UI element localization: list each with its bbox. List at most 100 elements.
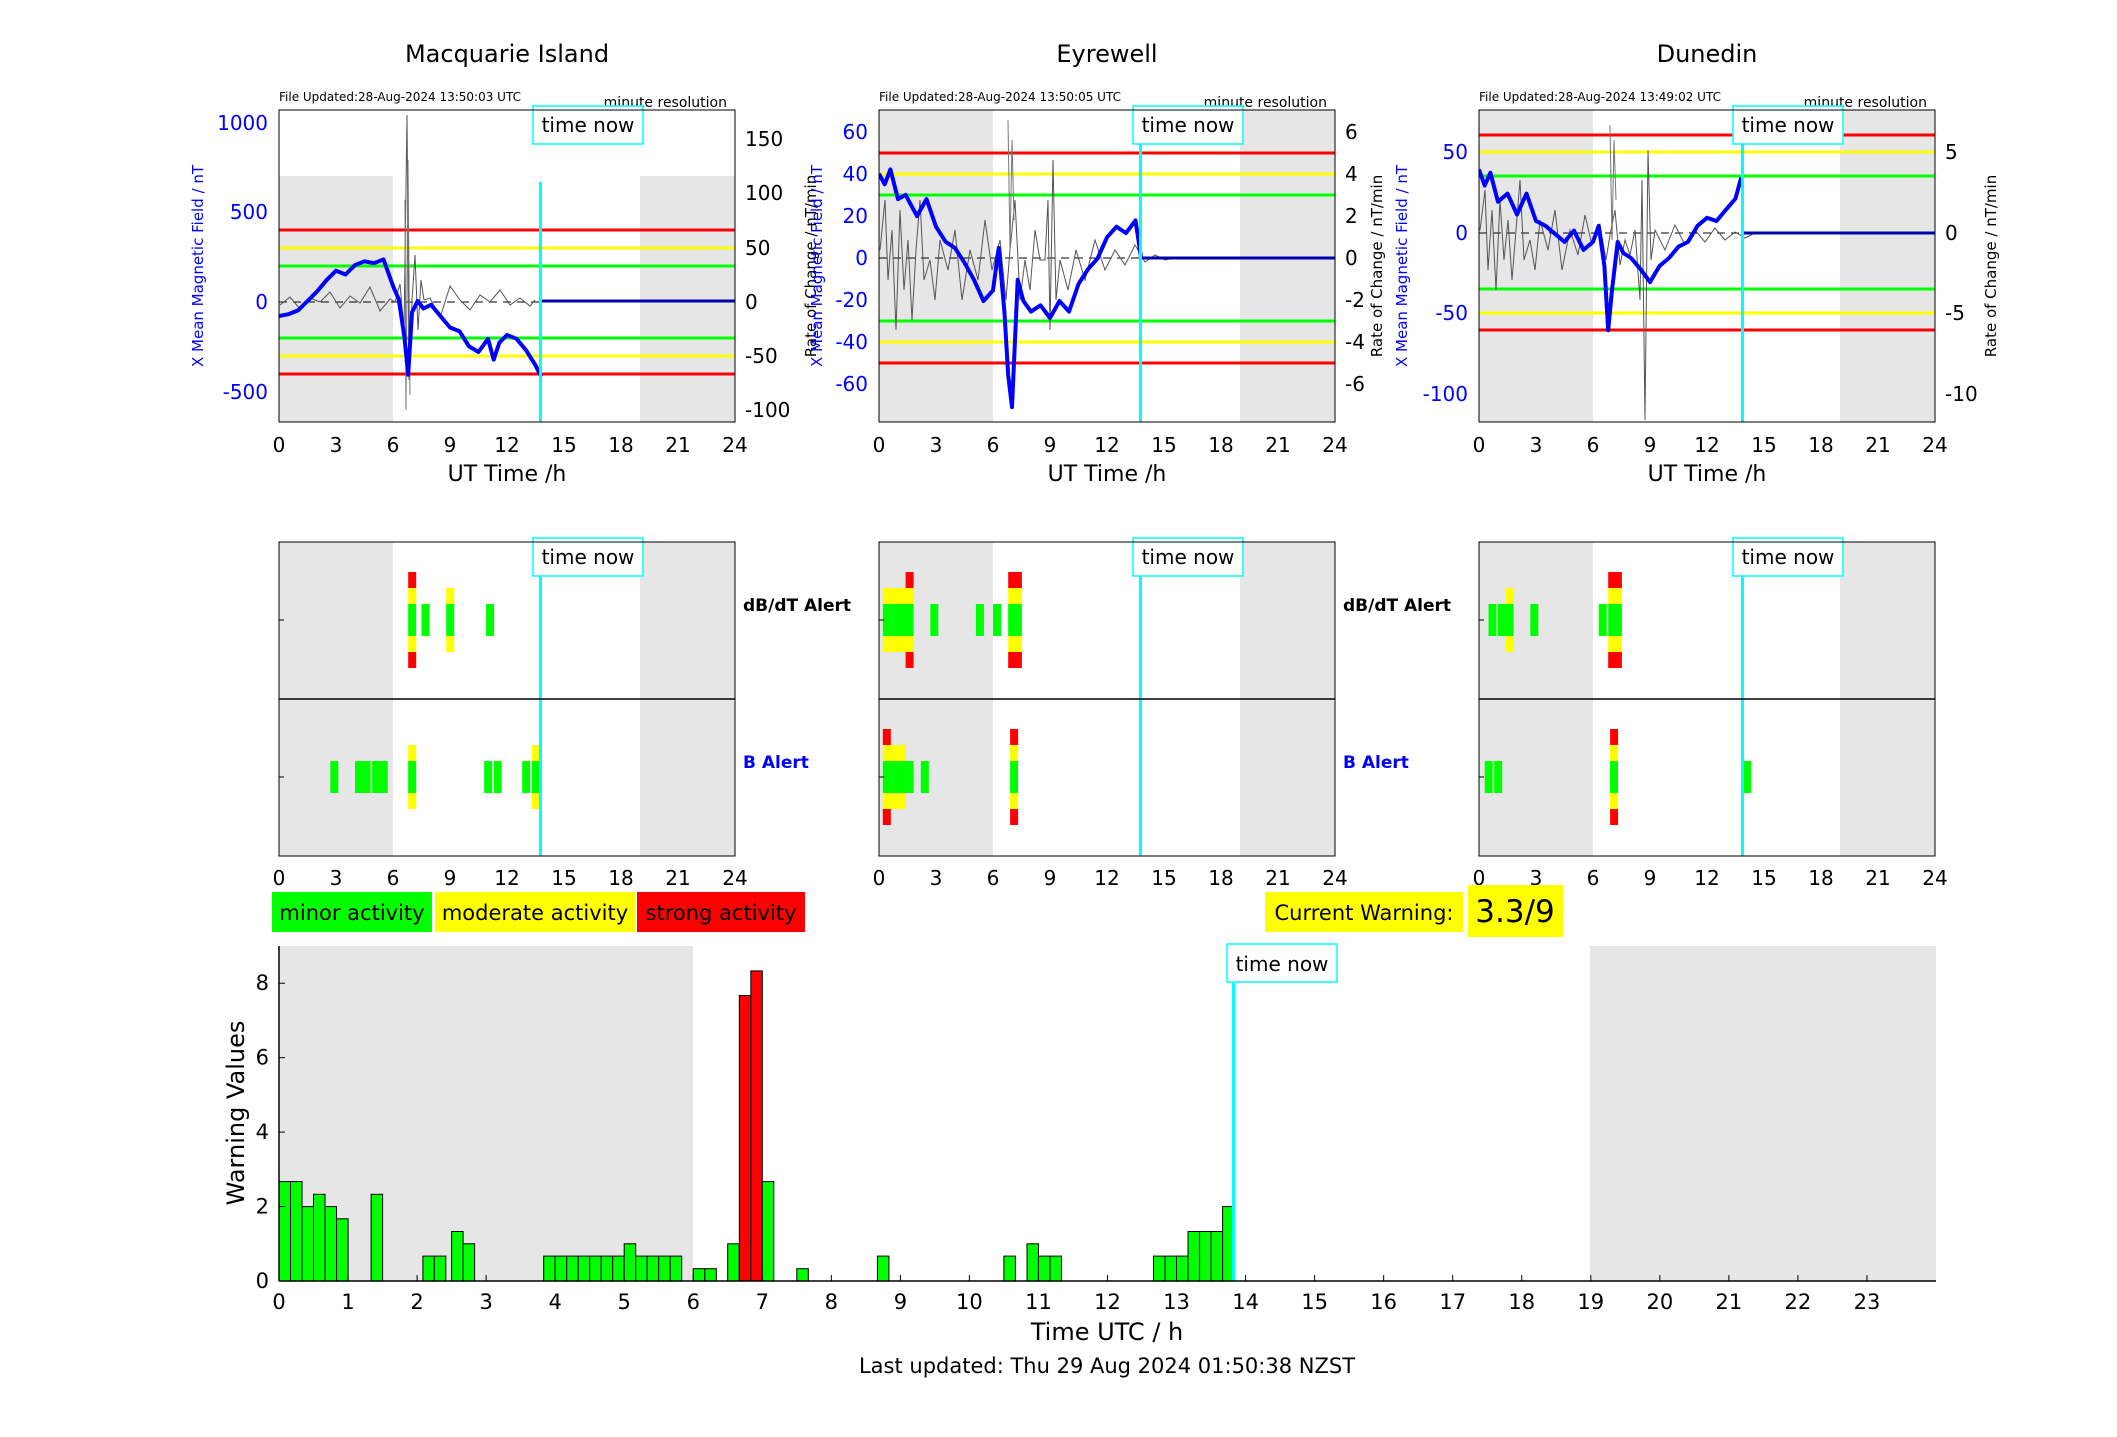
dbdt-alert-bar bbox=[1505, 604, 1514, 636]
dbdt-alert-bar bbox=[408, 636, 417, 652]
x-tick-label: 6 bbox=[987, 433, 1000, 457]
right-tick-label: 0 bbox=[1345, 246, 1358, 270]
dbdt-alert-bar bbox=[1008, 604, 1017, 636]
warning-bar bbox=[704, 1268, 717, 1282]
alert-panel-dunedin: time now 0 3 6 9 12 15 18 21 24 bbox=[1473, 537, 1948, 890]
legend-minor-swatch bbox=[272, 892, 432, 932]
warning-bar bbox=[750, 970, 763, 1282]
dbdt-alert-bar bbox=[882, 588, 891, 604]
b-alert-bar bbox=[408, 745, 417, 761]
x-tick-label: 15 bbox=[1151, 433, 1176, 457]
dbdt-alert-bar bbox=[1013, 652, 1022, 668]
x-axis-label: UT Time /h bbox=[448, 462, 567, 487]
x-tick-label: 6 bbox=[1587, 866, 1600, 890]
night-shade-right bbox=[1240, 110, 1335, 422]
warning-bar bbox=[692, 1268, 706, 1282]
right-tick-label: -5 bbox=[1945, 301, 1965, 325]
x-tick-label: 23 bbox=[1854, 1290, 1881, 1314]
left-y-axis-label: X Mean Magnetic Field / nT bbox=[808, 164, 826, 367]
b-alert-bar bbox=[882, 793, 891, 809]
right-tick-label: 4 bbox=[1345, 162, 1358, 186]
warning-bar bbox=[462, 1243, 476, 1282]
b-alert-bar bbox=[890, 761, 899, 793]
x-tick-label: 24 bbox=[722, 433, 747, 457]
x-tick-label: 21 bbox=[1265, 433, 1290, 457]
x-tick-label: 15 bbox=[1151, 866, 1176, 890]
left-tick-label: -100 bbox=[1423, 382, 1468, 406]
x-axis-label: UT Time /h bbox=[1048, 462, 1167, 487]
x-tick-label: 6 bbox=[387, 866, 400, 890]
time-now-label: time now bbox=[542, 113, 635, 137]
last-updated-label: Last updated: Thu 29 Aug 2024 01:50:38 N… bbox=[859, 1354, 1355, 1378]
alert-panel-macquarie: time now dB/dT Alert B Alert 0 3 6 9 12 … bbox=[273, 537, 851, 890]
x-axis-label: Time UTC / h bbox=[1030, 1318, 1184, 1346]
x-axis-ticks: 0 3 6 9 12 15 18 21 24 bbox=[873, 866, 1348, 890]
warning-bar bbox=[1187, 1231, 1200, 1282]
right-tick-label: -4 bbox=[1345, 330, 1365, 354]
dbdt-alert-label: dB/dT Alert bbox=[1343, 596, 1451, 616]
warning-bar bbox=[577, 1255, 591, 1282]
x-tick-label: 6 bbox=[687, 1290, 700, 1314]
x-tick-label: 3 bbox=[330, 866, 343, 890]
warning-bar bbox=[658, 1255, 671, 1282]
b-alert-bar bbox=[882, 745, 891, 761]
dbdt-alert-bar bbox=[1613, 652, 1622, 668]
x-tick-label: 17 bbox=[1439, 1290, 1466, 1314]
x-tick-label: 24 bbox=[1322, 866, 1347, 890]
left-tick-label: -60 bbox=[835, 372, 868, 396]
warning-bar bbox=[589, 1255, 602, 1282]
warning-bars bbox=[278, 970, 1235, 1282]
time-now-box bbox=[1732, 537, 1844, 577]
x-tick-label: 1 bbox=[341, 1290, 354, 1314]
warning-bar bbox=[1199, 1231, 1212, 1282]
time-now-box bbox=[1132, 105, 1244, 145]
b-alert-bar bbox=[1494, 761, 1503, 793]
dbdt-alert-bar bbox=[1613, 572, 1622, 588]
left-tick-label: 0 bbox=[255, 290, 268, 314]
x-tick-label: 24 bbox=[722, 866, 747, 890]
dbdt-alert-bar bbox=[446, 636, 455, 652]
dbdt-alert-bar bbox=[1008, 588, 1017, 604]
panel-dunedin: Dunedin File Updated:28-Aug-2024 13:49:0… bbox=[1393, 40, 2000, 487]
x-tick-label: 22 bbox=[1785, 1290, 1812, 1314]
x-tick-label: 0 bbox=[273, 866, 286, 890]
dbdt-alert-bar bbox=[1008, 636, 1017, 652]
dbdt-alert-bar bbox=[1613, 636, 1622, 652]
station-title: Macquarie Island bbox=[405, 40, 609, 68]
right-y-axis: 150 100 50 0 -50 -100 bbox=[745, 127, 790, 422]
time-now-label: time now bbox=[542, 545, 635, 569]
dbdt-alert-bar bbox=[1613, 588, 1622, 604]
dbdt-alert-bar bbox=[890, 636, 899, 652]
dbdt-alert-bar bbox=[905, 636, 914, 652]
left-tick-label: 0 bbox=[1455, 221, 1468, 245]
panel-eyrewell: Eyrewell File Updated:28-Aug-2024 13:50:… bbox=[808, 40, 1386, 487]
x-tick-label: 24 bbox=[1322, 433, 1347, 457]
b-alert-bar bbox=[531, 745, 540, 761]
warning-bar bbox=[796, 1268, 809, 1282]
dbdt-alert-bar bbox=[421, 604, 430, 636]
warning-bar bbox=[1176, 1255, 1189, 1282]
b-alert-bar bbox=[372, 761, 381, 793]
x-tick-label: 0 bbox=[273, 433, 286, 457]
time-now-label: time now bbox=[1742, 113, 1835, 137]
legend-strong-label: strong activity bbox=[646, 901, 797, 925]
left-tick-label: 20 bbox=[843, 204, 868, 228]
x-axis-ticks: 0 1 2 3 4 5 6 7 8 9 10 11 12 13 14 15 16 17 18 19 20 21 22 23 bbox=[272, 1275, 1880, 1314]
b-alert-bar bbox=[1010, 761, 1019, 793]
y-tick-label: 2 bbox=[256, 1195, 269, 1219]
dbdt-alert-bar bbox=[446, 588, 455, 604]
left-y-axis-label: X Mean Magnetic Field / nT bbox=[189, 164, 207, 367]
x-tick-label: 12 bbox=[1694, 866, 1719, 890]
right-tick-label: 0 bbox=[745, 290, 758, 314]
b-alert-bar bbox=[1610, 761, 1619, 793]
right-tick-label: 0 bbox=[1945, 221, 1958, 245]
x-tick-label: 9 bbox=[444, 866, 457, 890]
x-tick-label: 0 bbox=[272, 1290, 285, 1314]
left-y-axis: 60 40 20 0 -20 -40 -60 bbox=[835, 120, 868, 396]
b-alert-bar bbox=[890, 793, 899, 809]
x-tick-label: 15 bbox=[551, 433, 576, 457]
x-tick-label: 6 bbox=[387, 433, 400, 457]
dbdt-alert-bar bbox=[1530, 604, 1539, 636]
time-now-line bbox=[1139, 144, 1142, 422]
x-tick-label: 8 bbox=[825, 1290, 838, 1314]
